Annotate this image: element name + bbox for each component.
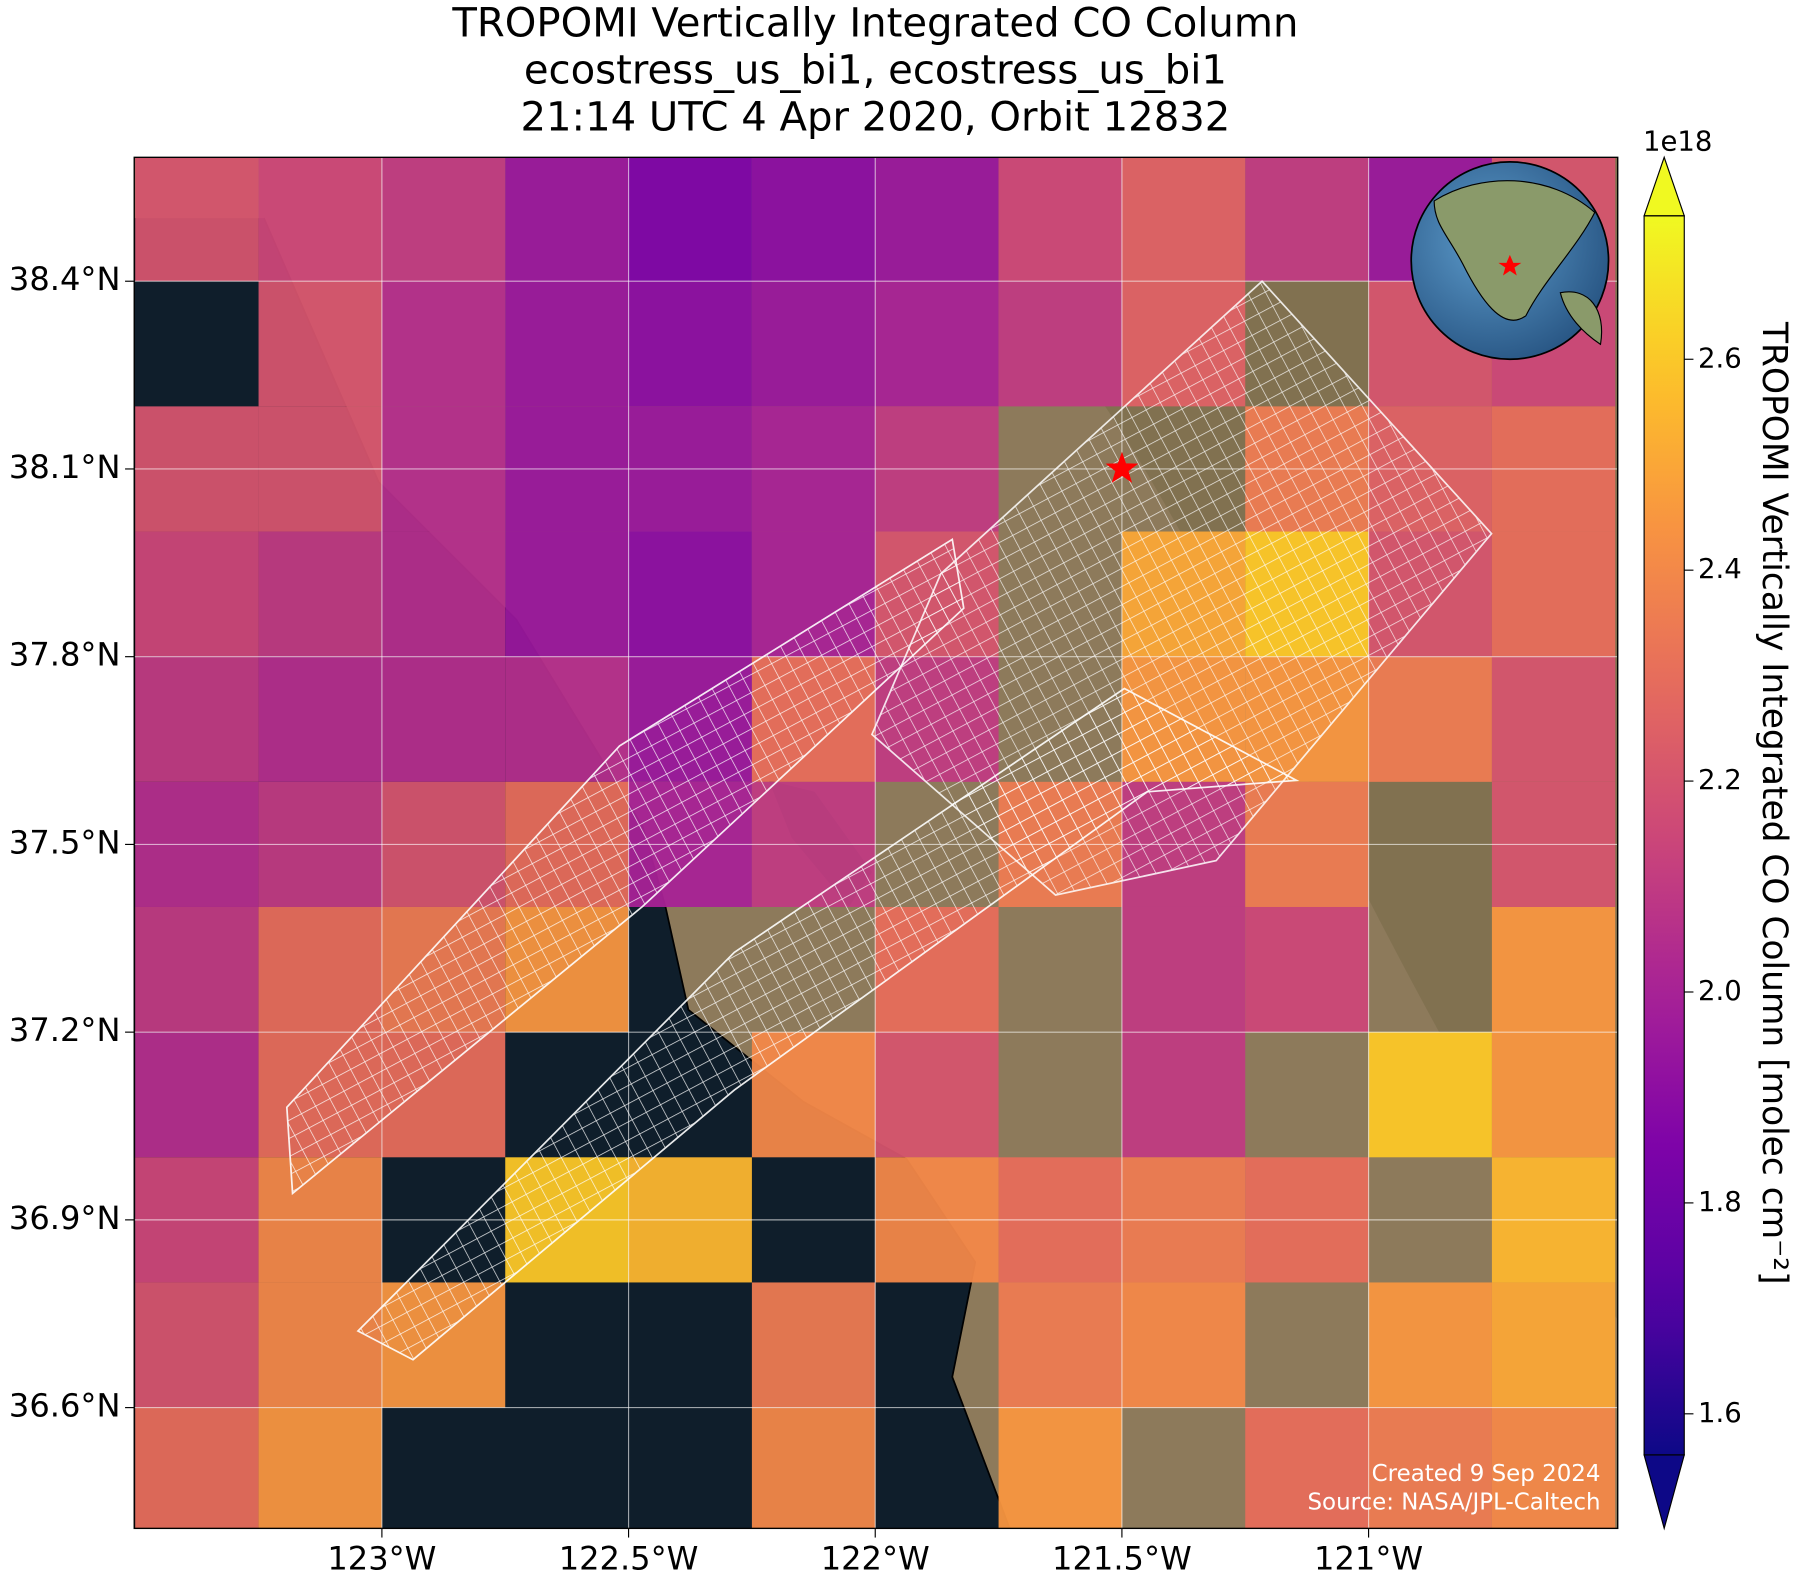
colorbar-tick-label: 2.2 — [1698, 764, 1742, 796]
x-tick-label: 123°W — [327, 1540, 436, 1578]
x-tick-label: 121.5°W — [1052, 1540, 1192, 1578]
globe-land — [1559, 291, 1603, 346]
co-cell — [135, 531, 259, 657]
co-cell — [1368, 1032, 1492, 1158]
co-cell — [1491, 1282, 1616, 1408]
annotation: Source: NASA/JPL-Caltech — [1307, 1490, 1600, 1516]
co-cell — [505, 281, 629, 407]
co-cell — [1491, 1032, 1616, 1158]
co-cell — [135, 1282, 259, 1408]
y-tick-label: 37.2°N — [9, 1011, 121, 1049]
co-cell — [1245, 906, 1369, 1033]
colorbar-tick-label: 1.6 — [1698, 1397, 1742, 1429]
globe-land — [1433, 180, 1596, 321]
co-cell — [1491, 1407, 1616, 1529]
co-cell — [998, 1282, 1122, 1408]
co-cell — [751, 1282, 876, 1408]
colorbar-extend-min — [1643, 1454, 1686, 1531]
chart-title: TROPOMI Vertically Integrated CO Column — [451, 0, 1298, 46]
graticule: 123°W 122.5°W 122°W 121.5°W 121°W 38.4°N 38.1°… — [9, 157, 1618, 1578]
inset-globe — [1410, 161, 1610, 361]
colorbar-tick-label: 1.8 — [1698, 1186, 1742, 1218]
co-cell — [258, 906, 382, 1033]
co-cell — [751, 157, 876, 282]
co-cell — [258, 1407, 382, 1529]
y-tick-label: 37.8°N — [9, 636, 121, 674]
site-marker — [1105, 451, 1139, 483]
co-cell — [875, 157, 999, 282]
co-cell — [1245, 1407, 1369, 1529]
co-cell — [628, 531, 752, 657]
x-tick-label: 122°W — [821, 1540, 930, 1578]
co-cell — [998, 157, 1122, 282]
co-cell — [1368, 1407, 1492, 1529]
co-cell — [258, 531, 382, 657]
footprint — [870, 280, 1493, 896]
co-cell — [875, 1032, 999, 1158]
co-cell — [258, 157, 382, 282]
co-cell — [258, 281, 382, 407]
co-cell — [1491, 906, 1616, 1033]
co-cell — [998, 1407, 1122, 1529]
co-cell — [751, 1407, 876, 1529]
co-cell — [135, 157, 259, 282]
co-cell — [258, 656, 382, 782]
colorbar-gradient — [1644, 215, 1685, 1455]
annotation: Created 9 Sep 2024 — [1372, 1461, 1601, 1487]
co-cell — [1491, 656, 1616, 782]
colorbar-offset: 1e18 — [1643, 125, 1712, 157]
colorbar-tick-label: 2.4 — [1698, 553, 1742, 585]
y-tick-label: 36.6°N — [9, 1387, 121, 1425]
chart-title: ecostress_us_bi1, ecostress_us_bi1 — [524, 47, 1227, 93]
co-cell — [1491, 531, 1616, 657]
ecostress-footprints — [285, 280, 1493, 1361]
co-cell — [1121, 157, 1246, 282]
y-tick-label: 37.5°N — [9, 823, 121, 861]
co-cell — [1368, 656, 1492, 782]
co-cell — [381, 157, 506, 282]
y-tick-label: 38.1°N — [9, 448, 121, 486]
co-cell — [1121, 1282, 1246, 1408]
map-frame — [133, 156, 1619, 1530]
co-cell — [505, 531, 629, 657]
co-cell — [381, 281, 506, 407]
colorbar-label: TROPOMI Vertically Integrated CO Column … — [1754, 321, 1794, 1284]
colorbar-frame — [1643, 215, 1685, 1456]
x-tick-label: 121°W — [1314, 1540, 1423, 1578]
chart-title: 21:14 UTC 4 Apr 2020, Orbit 12832 — [520, 94, 1230, 140]
co-cell — [1121, 1032, 1246, 1158]
colorbar-tick-label: 2.6 — [1698, 342, 1742, 374]
co-cell — [751, 281, 876, 407]
co-cell — [505, 157, 629, 282]
co-cell — [381, 656, 506, 782]
colorbar: 1.6 1.8 2.0 2.2 2.4 2.6 — [1643, 155, 1742, 1531]
co-cell — [998, 281, 1122, 407]
co-cell — [1245, 157, 1369, 282]
colorbar-extend-max — [1643, 155, 1686, 217]
co-cell — [1368, 1282, 1492, 1408]
globe-star — [1498, 254, 1522, 276]
x-tick-label: 122.5°W — [559, 1540, 699, 1578]
co-cell — [875, 281, 999, 407]
colorbar-tick-label: 2.0 — [1698, 975, 1742, 1007]
co-cell — [628, 281, 752, 407]
co-cell — [381, 531, 506, 657]
y-tick-label: 38.4°N — [9, 260, 121, 298]
y-tick-label: 36.9°N — [9, 1199, 121, 1237]
co-cell — [628, 157, 752, 282]
co-cell — [135, 906, 259, 1033]
co-cell — [135, 1407, 259, 1529]
title-block: TROPOMI Vertically Integrated CO Columne… — [451, 0, 1298, 140]
co-cell — [258, 1282, 382, 1408]
co-cell — [135, 656, 259, 782]
co-cell — [1121, 906, 1246, 1033]
co-cell — [135, 1032, 259, 1158]
